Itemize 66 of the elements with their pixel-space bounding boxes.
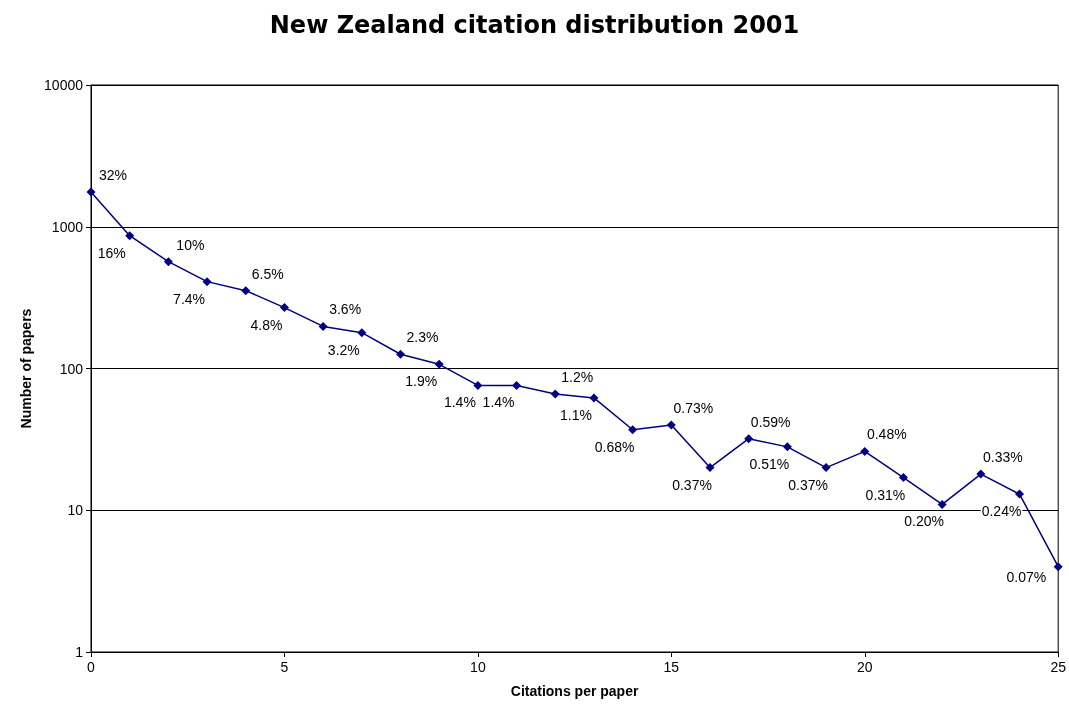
point [512,380,522,390]
x-tick-label: 0 [87,659,96,675]
point [744,434,754,444]
chart-title: New Zealand citation distribution 2001 [269,11,800,39]
point [318,321,328,331]
x-tick-label: 10 [470,659,486,675]
point [396,349,406,359]
point [860,446,870,456]
annotation: 3.2% [327,341,360,358]
annotation: 0.37% [672,476,712,493]
point [86,187,96,197]
x-tick-label: 20 [856,659,873,675]
point [163,257,173,267]
annotation: 1.4% [443,394,476,411]
annotation: 0.48% [866,426,907,443]
annotation: 1.2% [561,369,594,386]
point [705,463,715,473]
point [241,286,251,296]
y-axis-title: Number of papers [18,308,34,429]
x-axis-title: Citations per paper [510,683,639,699]
y-tick-label: 1 [75,644,84,660]
annotation: 0.37% [788,476,828,493]
y-tick-label: 10 [67,502,84,519]
point [589,393,599,403]
annotation: 0.59% [750,413,791,430]
annotation: 1.9% [405,373,438,390]
point [666,420,676,430]
annotation: 0.68% [594,438,635,455]
annotation: 1.4% [482,394,515,411]
annotation: 32% [98,166,128,183]
point [1053,562,1063,572]
x-tick-label: 15 [663,659,680,675]
x-tick-label: 5 [280,659,289,675]
annotation: 7.4% [173,290,206,307]
annotation: 2.3% [406,329,439,346]
annotation: 10% [176,236,205,253]
annotation: 0.31% [865,486,906,503]
y-tick-label: 100 [59,360,84,377]
point [279,303,289,313]
annotation: 6.5% [251,265,284,282]
annotation: 16% [97,244,126,261]
annotation: 3.6% [329,301,362,318]
annotation: 0.73% [673,399,714,416]
point [1015,489,1025,499]
point [550,389,560,399]
point [125,231,135,241]
point [628,425,638,435]
point [202,277,212,287]
annotation: 4.8% [250,316,283,333]
y-tick-label: 1000 [51,218,84,235]
annotation: 0.33% [982,449,1023,466]
point [821,463,831,473]
x-tick-label: 25 [1050,659,1067,675]
point [434,359,444,369]
point [976,469,986,479]
y-tick-label: 10000 [44,77,84,93]
annotation: 1.1% [559,406,592,423]
annotation: 0.51% [749,455,790,472]
point [937,499,947,509]
point [782,442,792,452]
annotation: 0.07% [1006,568,1047,585]
point [473,380,483,390]
point [357,328,367,338]
annotation: 0.24% [981,503,1022,520]
point [898,473,908,483]
annotation: 0.20% [904,513,944,530]
